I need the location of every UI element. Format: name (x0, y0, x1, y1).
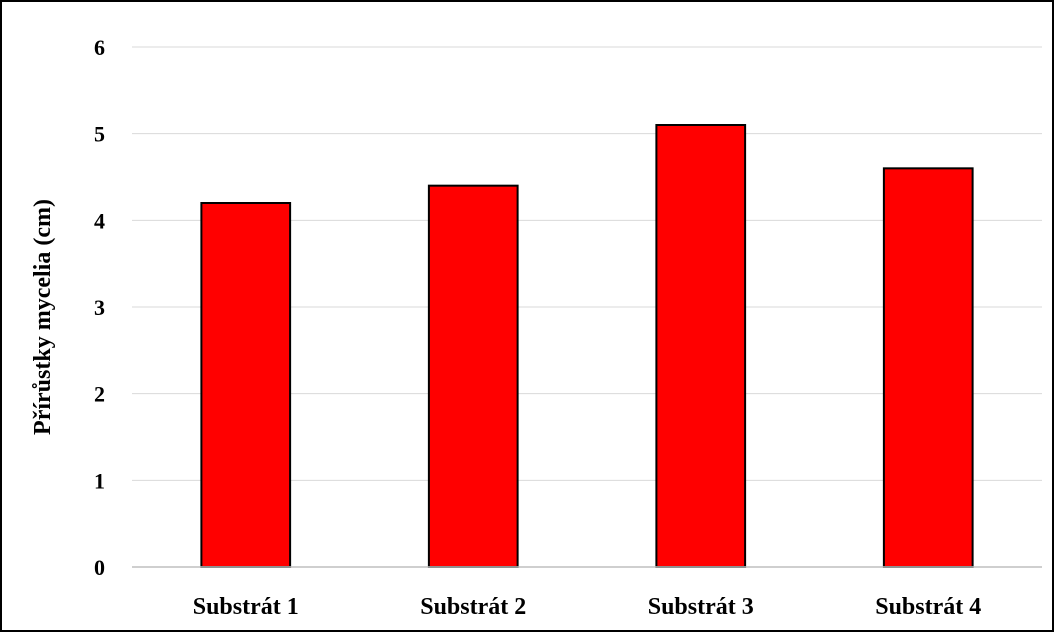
y-tick-label: 1 (94, 468, 105, 493)
x-tick-label: Substrát 4 (875, 594, 981, 620)
y-tick-label: 4 (94, 208, 105, 233)
y-tick-label: 2 (94, 382, 105, 407)
x-tick-label: Substrát 3 (648, 594, 754, 620)
y-tick-label: 3 (94, 295, 105, 320)
y-tick-labels: 0 1 2 3 4 5 6 (94, 35, 105, 580)
x-tick-labels: Substrát 1 Substrát 2 Substrát 3 Substrát 4 (193, 594, 982, 620)
bar (655, 124, 747, 568)
y-tick-label: 5 (94, 122, 105, 147)
y-tick-label: 6 (94, 35, 105, 60)
y-axis-title: Přírůstky mycelia (cm) (30, 199, 56, 435)
x-tick-label: Substrát 2 (420, 594, 526, 620)
bar (427, 184, 519, 569)
y-tick-label: 0 (94, 555, 105, 580)
bar (200, 202, 292, 568)
x-tick-label: Substrát 1 (193, 594, 299, 620)
bars (200, 124, 974, 569)
bar (882, 167, 974, 568)
